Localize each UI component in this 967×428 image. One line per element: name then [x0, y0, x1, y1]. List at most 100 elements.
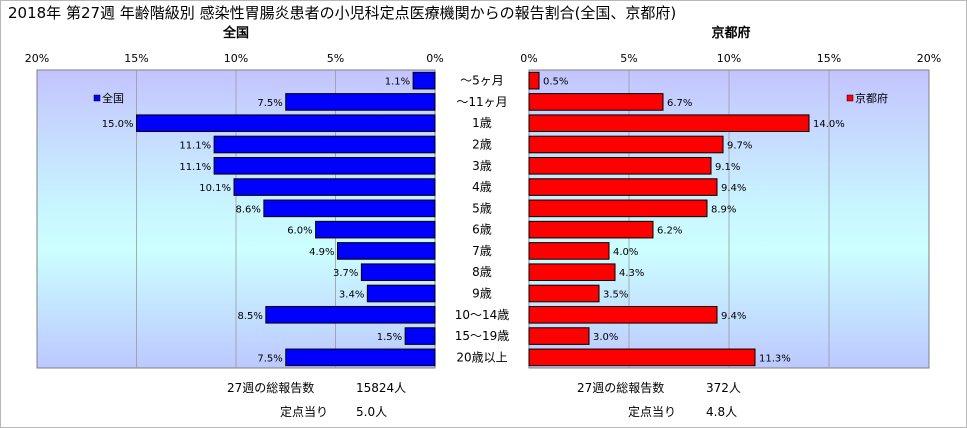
bar-left [265, 305, 436, 324]
axis-ticks: 20% 15% 10% 5% 0% 0% 5% 10% 15% 20% [25, 52, 941, 65]
bar-right [528, 284, 600, 303]
bar-right [528, 220, 654, 239]
bar-left [136, 114, 436, 133]
data-label-right: 3.5% [603, 290, 628, 301]
data-label-left: 8.6% [235, 204, 260, 215]
bar-left [213, 156, 436, 175]
data-label-left: 6.0% [287, 226, 312, 237]
category-label: 1歳 [472, 116, 492, 130]
category-label: ～11ヶ月 [456, 95, 507, 109]
bar-left [336, 242, 436, 260]
right-tick-label: 15% [817, 52, 841, 65]
legend-left: 全国 [93, 91, 124, 105]
bar-right [528, 71, 540, 90]
left-per-value: 5.0人 [356, 405, 387, 419]
right-tick-label: 0% [520, 52, 537, 65]
bar-right [528, 199, 708, 218]
category-label: 8歳 [472, 265, 492, 279]
bar-left [366, 284, 436, 303]
bar-right [528, 348, 756, 367]
bar-left [263, 199, 436, 218]
bar-right [528, 93, 664, 111]
left-total-value: 15824人 [356, 381, 406, 395]
left-tick-label: 10% [224, 52, 248, 65]
right-per-value: 4.8人 [706, 405, 737, 419]
data-label-right: 11.3% [759, 353, 791, 364]
data-label-right: 4.3% [619, 268, 644, 279]
bar-left [315, 220, 436, 239]
data-label-left: 11.1% [179, 162, 211, 173]
bar-right [528, 242, 610, 260]
right-tick-label: 20% [917, 52, 941, 65]
bar-right [528, 178, 718, 196]
legend-left-label: 全国 [102, 91, 124, 105]
right-tick-label: 5% [620, 52, 637, 65]
data-label-left: 3.7% [333, 268, 358, 279]
data-label-right: 9.7% [727, 141, 752, 152]
category-label: 3歳 [472, 159, 492, 173]
right-total-value: 372人 [706, 381, 741, 395]
data-label-left: 3.4% [339, 290, 364, 301]
category-labels: ～5ヶ月 ～11ヶ月 1歳 2歳 3歳 4歳 5歳 6歳 7歳 8歳 9歳 10～14歳 15～19歳 2… [455, 74, 510, 365]
left-per-label: 定点当り [280, 404, 328, 419]
left-tick-label: 15% [124, 52, 148, 65]
category-label: ～5ヶ月 [460, 74, 504, 88]
bar-right [528, 156, 712, 175]
data-label-left: 11.1% [179, 141, 211, 152]
left-tick-label: 0% [426, 52, 443, 65]
bar-left [404, 327, 436, 345]
data-label-right: 14.0% [813, 119, 845, 130]
bar-left [285, 93, 436, 111]
data-label-left: 1.1% [385, 77, 410, 88]
data-label-left: 4.9% [309, 247, 334, 258]
category-label: 2歳 [472, 138, 492, 152]
bar-right [528, 305, 718, 324]
left-total-label: 27週の総報告数 [227, 380, 314, 395]
data-label-right: 9.4% [721, 311, 746, 322]
bar-right [528, 327, 590, 345]
category-label: 20歳以上 [456, 350, 507, 364]
right-tick-label: 10% [717, 52, 741, 65]
legend-right-swatch [846, 94, 854, 102]
bar-left [412, 71, 436, 90]
data-label-right: 8.9% [711, 204, 736, 215]
left-tick-label: 5% [327, 52, 344, 65]
category-label: 6歳 [472, 223, 492, 237]
bar-right [528, 135, 724, 154]
data-label-left: 15.0% [102, 119, 134, 130]
bar-right [528, 263, 616, 282]
legend-right-label: 京都府 [855, 91, 888, 105]
data-label-left: 1.5% [377, 332, 402, 343]
right-per-label: 定点当り [628, 404, 676, 419]
category-label: 10～14歳 [455, 308, 510, 322]
category-label: 4歳 [472, 180, 492, 194]
data-label-right: 3.0% [593, 332, 618, 343]
left-tick-label: 20% [25, 52, 49, 65]
legend-right: 京都府 [846, 91, 888, 105]
bar-left [213, 135, 436, 154]
left-panel-title: 全国 [222, 25, 249, 41]
data-label-right: 9.1% [715, 162, 740, 173]
right-total-label: 27週の総報告数 [577, 380, 664, 395]
category-label: 9歳 [472, 287, 492, 301]
data-label-left: 7.5% [257, 98, 282, 109]
category-label: 7歳 [472, 244, 492, 258]
data-label-right: 0.5% [543, 77, 568, 88]
bar-left [285, 348, 436, 367]
data-label-right: 6.2% [657, 226, 682, 237]
data-label-right: 9.4% [721, 183, 746, 194]
category-label: 5歳 [472, 201, 492, 215]
bar-left [233, 178, 436, 196]
bar-right [528, 114, 810, 133]
data-label-left: 10.1% [199, 183, 231, 194]
data-label-right: 6.7% [667, 98, 692, 109]
bar-left [360, 263, 436, 282]
bars: 1.1% 0.5% 7.5% 6.7% 15.0% 14.0% 11.1% 9.7% 11.1%… [102, 71, 845, 367]
category-label: 15～19歳 [455, 329, 510, 343]
chart-title: 2018年 第27週 年齢階級別 感染性胃腸炎患者の小児科定点医療機関からの報告… [8, 4, 676, 22]
legend-left-swatch [93, 94, 101, 102]
right-panel-title: 京都府 [711, 25, 750, 41]
data-label-left: 7.5% [257, 353, 282, 364]
data-label-right: 4.0% [613, 247, 638, 258]
